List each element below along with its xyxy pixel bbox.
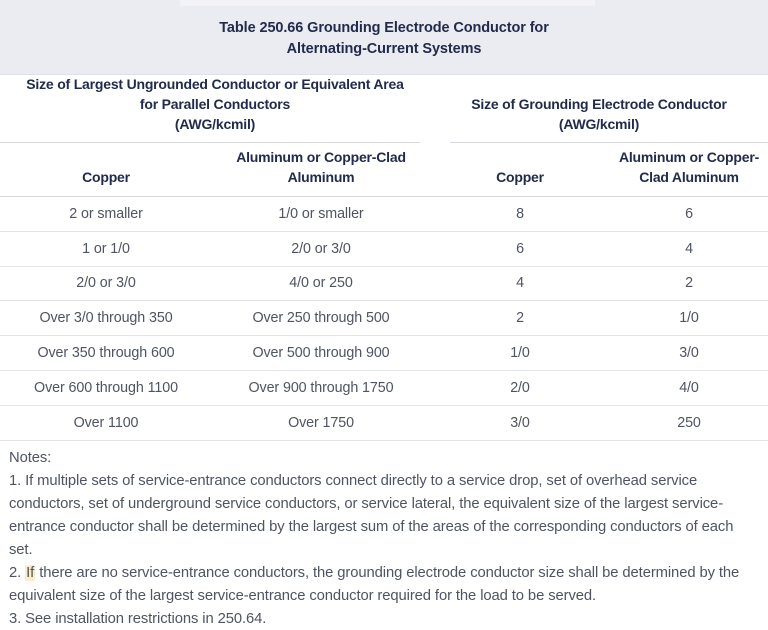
table-cell: 6 [516, 240, 524, 257]
table-cell: 2 [685, 275, 693, 292]
note-2: 2. If there are no service-entrance cond… [9, 562, 758, 608]
table-cell: 2/0 or 3/0 [291, 240, 351, 257]
table-cell: Over 1100 [73, 414, 139, 431]
notes-section: Notes: 1. If multiple sets of service-en… [0, 441, 768, 630]
table-cell: 1/0 [679, 310, 699, 327]
note-2-highlighted-text: If [25, 564, 36, 581]
table-title-band: Table 250.66 Grounding Electrode Conduct… [0, 0, 768, 75]
table-cell: 2 or smaller [69, 205, 143, 222]
column-header-aluminum-2: Aluminum or Copper- Clad Aluminum [610, 143, 768, 196]
group-header-label: Size of Grounding Electrode Conductor (A… [471, 96, 727, 132]
table-cell: 8 [516, 205, 524, 222]
group-header-ungrounded-conductor: Size of Largest Ungrounded Conductor or … [0, 75, 430, 143]
column-header-label: Aluminum or Copper- Clad Aluminum [618, 149, 760, 185]
table-cell: Over 3/0 through 350 [39, 310, 173, 327]
group-header-grounding-electrode: Size of Grounding Electrode Conductor (A… [430, 75, 768, 143]
table-row: Over 600 through 1100 Over 900 through 1… [0, 371, 768, 406]
table-row: 1 or 1/0 2/0 or 3/0 6 4 [0, 232, 768, 267]
table-row: 2/0 or 3/0 4/0 or 250 4 2 [0, 267, 768, 302]
table-cell: 2/0 or 3/0 [76, 275, 136, 292]
table-cell: Over 1750 [288, 414, 354, 431]
table-cell: 3/0 [679, 345, 699, 362]
column-header-label: Aluminum or Copper-Clad Aluminum [236, 149, 406, 185]
table-row: Over 350 through 600 Over 500 through 90… [0, 336, 768, 371]
column-header-aluminum-1: Aluminum or Copper-Clad Aluminum [212, 143, 430, 196]
table-cell: 6 [685, 205, 693, 222]
table-cell: Over 350 through 600 [37, 345, 175, 362]
column-header-copper-1: Copper [0, 143, 212, 196]
table-cell: 2/0 [510, 379, 530, 396]
table-cell: 250 [677, 414, 701, 431]
notes-heading: Notes: [9, 449, 52, 466]
group-header-label: Size of Largest Ungrounded Conductor or … [26, 76, 404, 132]
table-row: 2 or smaller 1/0 or smaller 8 6 [0, 197, 768, 232]
note-3: 3. See installation restrictions in 250.… [9, 610, 267, 627]
table-cell: 3/0 [510, 414, 530, 431]
table-cell: Over 500 through 900 [252, 345, 390, 362]
column-header-copper-2: Copper [430, 143, 610, 196]
column-header-row: Copper Aluminum or Copper-Clad Aluminum … [0, 143, 768, 197]
column-header-label: Copper [496, 169, 544, 185]
table-cell: 2 [516, 310, 524, 327]
table-row: Over 3/0 through 350 Over 250 through 50… [0, 301, 768, 337]
table-body: 2 or smaller 1/0 or smaller 8 6 1 or 1/0… [0, 197, 768, 441]
note-1: 1. If multiple sets of service-entrance … [9, 472, 734, 558]
group-header-row: Size of Largest Ungrounded Conductor or … [0, 75, 768, 143]
table-title: Table 250.66 Grounding Electrode Conduct… [219, 20, 549, 57]
note-2-rest: there are no service-entrance conductors… [9, 564, 740, 604]
table-cell: Over 900 through 1750 [248, 379, 394, 396]
table-cell: 1/0 or smaller [278, 205, 364, 222]
table-cell: Over 600 through 1100 [34, 379, 178, 396]
note-2-prefix: 2. [9, 564, 26, 581]
table-cell: 4 [516, 275, 524, 292]
table-cell: 1/0 [510, 345, 530, 362]
table-cell: 1 or 1/0 [82, 240, 130, 257]
table-row: Over 1100 Over 1750 3/0 250 [0, 406, 768, 441]
table-cell: 4 [685, 240, 693, 257]
column-header-label: Copper [82, 169, 130, 185]
table-cell: 4/0 or 250 [289, 275, 353, 292]
table-cell: Over 250 through 500 [252, 310, 390, 327]
table-cell: 4/0 [679, 379, 699, 396]
